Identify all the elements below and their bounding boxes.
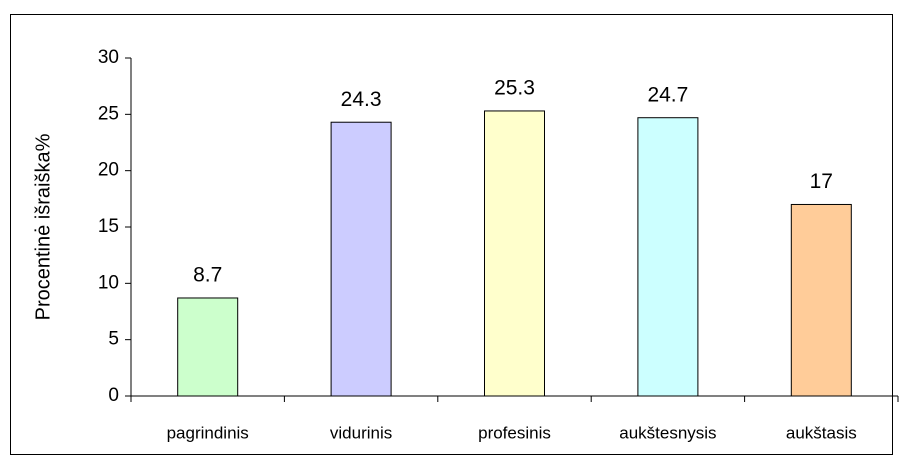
bar bbox=[484, 110, 545, 397]
y-tick-label: 30 bbox=[98, 47, 119, 68]
y-tick-label: 5 bbox=[108, 329, 119, 350]
y-tick-label: 15 bbox=[98, 216, 119, 237]
data-label: 8.7 bbox=[193, 264, 222, 287]
data-label: 25.3 bbox=[494, 77, 535, 100]
x-tick-label: vidurinis bbox=[330, 423, 392, 442]
x-tick-label: aukštesnysis bbox=[619, 423, 716, 442]
data-label: 17 bbox=[810, 170, 833, 193]
y-tick-label: 25 bbox=[98, 103, 119, 124]
bar bbox=[177, 297, 239, 397]
x-tick-label: aukštasis bbox=[786, 423, 857, 442]
bar bbox=[330, 121, 392, 397]
data-label: 24.7 bbox=[647, 83, 688, 106]
bar bbox=[637, 117, 699, 397]
bar bbox=[790, 203, 852, 397]
x-tick-label: profesinis bbox=[478, 423, 551, 442]
chart-frame bbox=[10, 14, 893, 455]
y-tick-label: 10 bbox=[98, 272, 119, 293]
y-axis-label: Procentinė išraiška% bbox=[32, 133, 54, 320]
x-tick-label: pagrindinis bbox=[167, 423, 249, 442]
data-label: 24.3 bbox=[341, 88, 382, 111]
y-tick-label: 0 bbox=[108, 385, 119, 406]
y-tick-label: 20 bbox=[98, 160, 119, 181]
